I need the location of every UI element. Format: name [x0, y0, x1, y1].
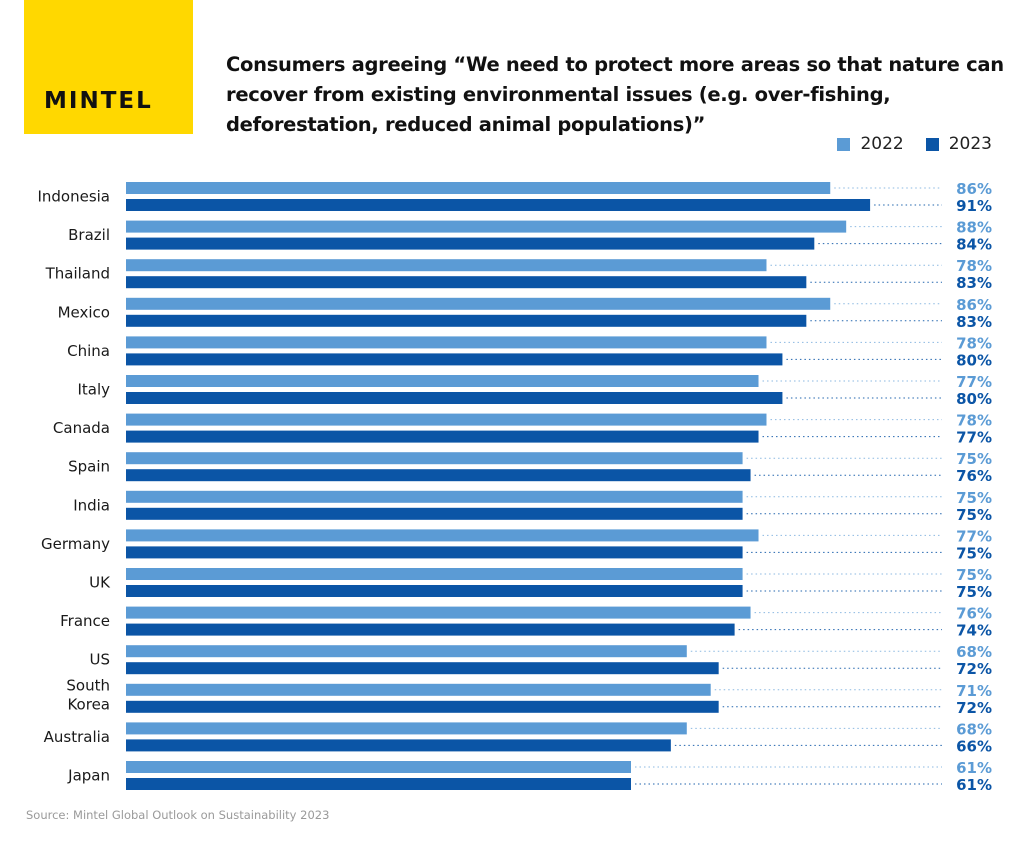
bar-south-korea-2022: [126, 683, 711, 696]
bar-australia-2022: [126, 722, 687, 735]
bar-uk-2023: [126, 585, 743, 597]
category-label-india: India: [73, 496, 110, 514]
bar-thailand-2022: [126, 259, 767, 272]
bar-italy-2022: [126, 375, 759, 387]
category-label-italy: Italy: [77, 381, 110, 399]
value-label-uk-2022: 75%: [956, 566, 992, 584]
value-label-south-korea-2022: 71%: [956, 682, 992, 700]
category-label-south-korea: South Korea: [66, 676, 110, 713]
value-label-us-2023: 72%: [956, 660, 992, 678]
category-label-uk: UK: [89, 574, 111, 592]
value-label-mexico-2023: 83%: [956, 313, 992, 331]
category-label-us: US: [89, 651, 110, 669]
source-note: Source: Mintel Global Outlook on Sustain…: [26, 808, 330, 822]
bar-canada-2023: [126, 430, 759, 443]
bar-australia-2023: [126, 739, 671, 752]
bar-us-2023: [126, 662, 719, 675]
value-label-china-2022: 78%: [956, 334, 992, 352]
bar-thailand-2023: [126, 276, 807, 289]
value-label-japan-2022: 61%: [956, 759, 992, 777]
value-label-china-2023: 80%: [956, 351, 992, 369]
legend-item-2022: 2022: [837, 134, 904, 154]
category-label-china: China: [67, 342, 110, 360]
legend-item-2023: 2023: [925, 134, 992, 154]
legend-swatch-2022: [837, 137, 851, 151]
value-label-indonesia-2023: 91%: [956, 197, 992, 215]
bar-india-2023: [126, 507, 743, 520]
value-label-thailand-2023: 83%: [956, 274, 992, 292]
mintel-logo: MINTEL: [24, 0, 193, 134]
bar-germany-2023: [126, 546, 743, 559]
value-label-south-korea-2023: 72%: [956, 699, 992, 717]
value-label-thailand-2022: 78%: [956, 257, 992, 275]
category-label-indonesia: Indonesia: [37, 188, 110, 206]
bar-uk-2022: [126, 568, 743, 580]
legend-label-2022: 2022: [860, 134, 904, 154]
category-label-france: France: [60, 612, 110, 630]
value-label-india-2022: 75%: [956, 489, 992, 507]
bar-china-2022: [126, 336, 767, 349]
bar-brazil-2023: [126, 237, 815, 250]
bar-mexico-2023: [126, 314, 807, 327]
bar-indonesia-2022: [126, 182, 831, 194]
category-label-spain: Spain: [68, 458, 110, 476]
bar-spain-2023: [126, 469, 751, 482]
value-label-italy-2022: 77%: [956, 373, 992, 391]
category-label-germany: Germany: [41, 535, 110, 553]
value-label-brazil-2023: 84%: [956, 236, 992, 254]
category-label-brazil: Brazil: [68, 226, 110, 244]
bar-spain-2022: [126, 452, 743, 465]
category-label-australia: Australia: [44, 728, 110, 746]
value-label-france-2023: 74%: [956, 622, 992, 640]
bar-south-korea-2023: [126, 700, 719, 713]
value-label-uk-2023: 75%: [956, 583, 992, 601]
value-label-germany-2022: 77%: [956, 527, 992, 545]
value-label-italy-2023: 80%: [956, 390, 992, 408]
value-label-australia-2022: 68%: [956, 720, 992, 738]
bar-india-2022: [126, 490, 743, 503]
bar-mexico-2022: [126, 297, 831, 310]
value-label-spain-2023: 76%: [956, 467, 992, 485]
legend-swatch-2023: [925, 137, 939, 151]
bar-japan-2022: [126, 761, 631, 773]
bar-germany-2022: [126, 529, 759, 542]
value-label-australia-2023: 66%: [956, 737, 992, 755]
category-label-thailand: Thailand: [45, 265, 110, 283]
value-label-indonesia-2022: 86%: [956, 180, 992, 198]
legend: 2022 2023: [837, 134, 992, 154]
bar-canada-2022: [126, 413, 767, 426]
chart-title: Consumers agreeing “We need to protect m…: [226, 53, 1004, 136]
category-label-canada: Canada: [53, 419, 110, 437]
value-label-us-2022: 68%: [956, 643, 992, 661]
bar-indonesia-2023: [126, 199, 871, 211]
category-label-japan: Japan: [67, 767, 110, 785]
value-label-germany-2023: 75%: [956, 544, 992, 562]
value-label-india-2023: 75%: [956, 506, 992, 524]
value-label-mexico-2022: 86%: [956, 296, 992, 314]
logo-text: MINTEL: [44, 88, 153, 114]
value-label-japan-2023: 61%: [956, 776, 992, 794]
bar-brazil-2022: [126, 220, 847, 233]
value-label-france-2022: 76%: [956, 605, 992, 623]
value-label-canada-2023: 77%: [956, 429, 992, 447]
value-label-brazil-2022: 88%: [956, 219, 992, 237]
value-label-canada-2022: 78%: [956, 412, 992, 430]
bar-france-2023: [126, 623, 735, 636]
bar-japan-2023: [126, 778, 631, 790]
value-label-spain-2022: 75%: [956, 450, 992, 468]
category-label-mexico: Mexico: [58, 303, 110, 321]
legend-label-2023: 2023: [948, 134, 992, 154]
bar-italy-2023: [126, 392, 783, 404]
bar-us-2022: [126, 645, 687, 658]
bar-china-2023: [126, 353, 783, 366]
bar-france-2022: [126, 606, 751, 619]
